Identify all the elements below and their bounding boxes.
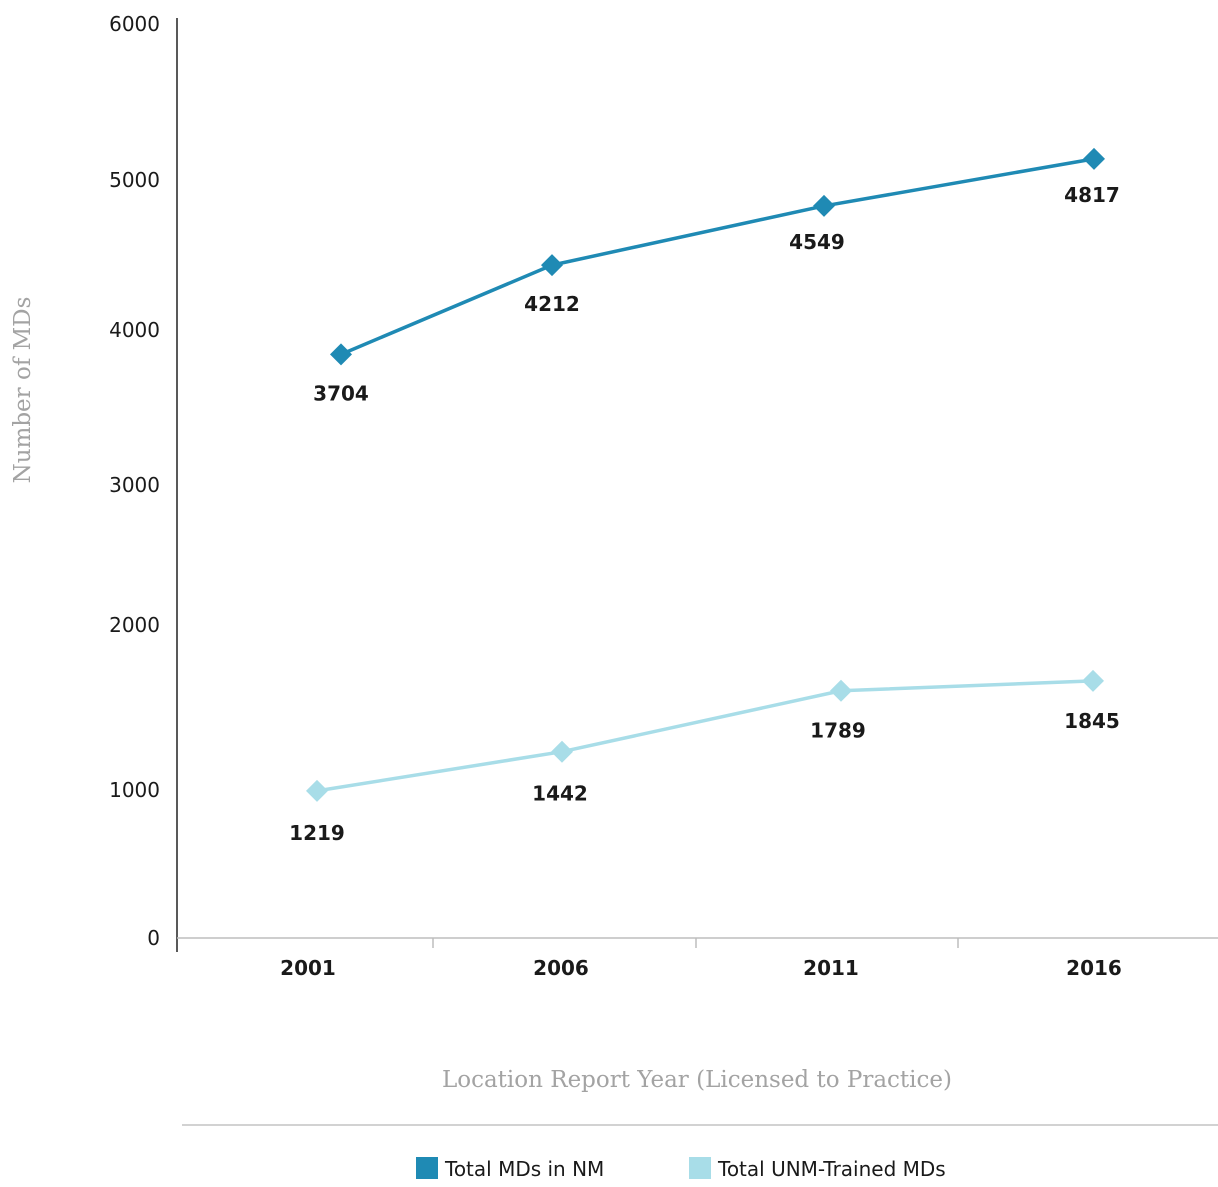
legend-label: Total MDs in NM (444, 1157, 604, 1181)
legend-item: Total UNM-Trained MDs (689, 1157, 946, 1181)
x-tick-label: 2016 (1066, 956, 1122, 980)
y-tick-label: 0 (147, 926, 160, 950)
data-point-marker (551, 740, 573, 763)
data-label: 1845 (1064, 709, 1120, 733)
data-point-marker (1083, 147, 1105, 170)
data-point-marker (330, 343, 352, 366)
y-tick-labels: 0 1000 2000 3000 4000 5000 6000 (109, 12, 160, 950)
y-tick-label: 4000 (109, 318, 160, 342)
x-tick-label: 2001 (280, 956, 336, 980)
legend-label: Total UNM-Trained MDs (717, 1157, 946, 1181)
series (306, 147, 1105, 802)
data-label: 4817 (1064, 183, 1120, 207)
y-tick-label: 2000 (109, 613, 160, 637)
y-tick-label: 6000 (109, 12, 160, 36)
x-tick-label: 2006 (533, 956, 589, 980)
data-label: 3704 (313, 381, 369, 405)
series-line (316, 679, 1094, 793)
data-point-marker (830, 679, 852, 702)
axes (176, 18, 1218, 1126)
data-labels: 3704 4212 4549 4817 1219 1442 1789 1845 (289, 183, 1120, 845)
x-axis-title: Location Report Year (Licensed to Practi… (442, 1067, 952, 1093)
data-label: 4212 (524, 292, 580, 316)
data-point-marker (1082, 669, 1104, 692)
x-tick-labels: 2001 2006 2011 2016 (280, 956, 1122, 980)
data-label: 1442 (532, 782, 588, 806)
y-tick-label: 3000 (109, 473, 160, 497)
data-label: 4549 (789, 230, 845, 254)
data-point-marker (813, 194, 835, 217)
data-point-marker (541, 254, 563, 277)
series-line (340, 157, 1095, 356)
x-tick-label: 2011 (803, 956, 859, 980)
legend-item: Total MDs in NM (416, 1157, 604, 1181)
legend-swatch (689, 1157, 711, 1179)
y-tick-label: 1000 (109, 778, 160, 802)
data-label: 1789 (810, 719, 866, 743)
data-point-marker (306, 779, 328, 802)
legend-swatch (416, 1157, 438, 1179)
legend: Total MDs in NM Total UNM-Trained MDs (416, 1157, 946, 1181)
data-label: 1219 (289, 821, 345, 845)
y-axis-title: Number of MDs (10, 297, 36, 484)
y-tick-label: 5000 (109, 168, 160, 192)
